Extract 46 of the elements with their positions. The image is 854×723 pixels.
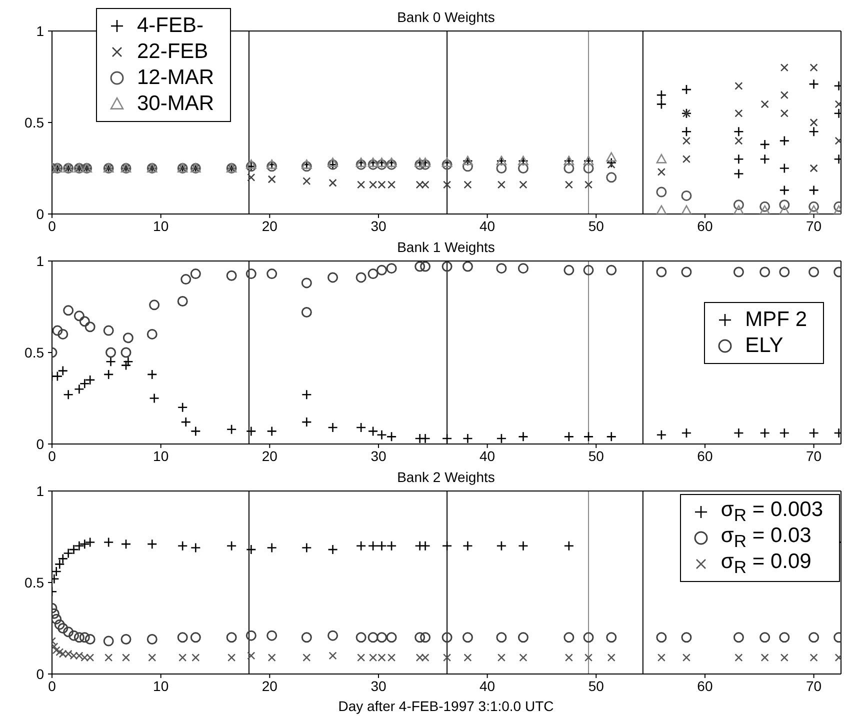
x-tick-label: 70: [806, 218, 822, 234]
x-tick-label: 50: [588, 448, 604, 464]
legend-label: σ$_{R}$ = 0.03: [720, 524, 812, 552]
x-tick-label: 60: [697, 678, 713, 694]
legend-label: 12-MAR: [137, 66, 214, 90]
legend-label: 22-FEB: [137, 40, 208, 64]
y-tick-label: 1: [36, 22, 44, 39]
x-tick-label: 0: [48, 448, 56, 464]
legend-label: 4-FEB-: [137, 14, 204, 38]
x-tick-label: 10: [153, 218, 169, 234]
y-tick-label: 1: [36, 252, 44, 269]
x-tick-label: 70: [806, 448, 822, 464]
y-tick-label: 0: [36, 206, 44, 222]
y-tick-label: 0.5: [24, 574, 44, 590]
x-tick-label: 40: [480, 218, 496, 234]
x-tick-label: 40: [480, 678, 496, 694]
x-tick-label: 20: [262, 218, 278, 234]
x-tick-label: 0: [48, 678, 56, 694]
x-axis-title: Day after 4-FEB-1997 3:1:0.0 UTC: [337, 698, 555, 714]
x-tick-label: 20: [262, 448, 278, 464]
x-tick-label: 50: [588, 678, 604, 694]
x-tick-label: 20: [262, 678, 278, 694]
y-tick-label: 0.5: [24, 114, 44, 130]
legend-label: 30-MAR: [137, 92, 214, 116]
x-tick-label: 60: [697, 218, 713, 234]
x-tick-label: 40: [480, 448, 496, 464]
y-tick-label: 0.5: [24, 344, 44, 360]
legend-label: σ$_{R}$ = 0.09: [720, 550, 812, 578]
legend-label: ELY: [745, 334, 784, 358]
y-tick-label: 1: [36, 482, 44, 499]
x-tick-label: 50: [588, 218, 604, 234]
y-tick-label: 0: [36, 666, 44, 682]
x-tick-label: 60: [697, 448, 713, 464]
x-tick-label: 30: [370, 448, 386, 464]
x-tick-label: 10: [153, 448, 169, 464]
legend-label: σ$_{R}$ = 0.003: [720, 498, 823, 526]
legend-label: MPF 2: [745, 308, 807, 332]
y-tick-label: 0: [36, 436, 44, 452]
x-tick-label: 0: [48, 218, 56, 234]
chart-title: Bank 1 Weights: [397, 239, 495, 255]
x-tick-label: 10: [153, 678, 169, 694]
chart-title: Bank 2 Weights: [397, 469, 495, 485]
x-tick-label: 30: [370, 218, 386, 234]
x-tick-label: 30: [370, 678, 386, 694]
x-tick-label: 70: [806, 678, 822, 694]
chart-title: Bank 0 Weights: [397, 9, 495, 25]
